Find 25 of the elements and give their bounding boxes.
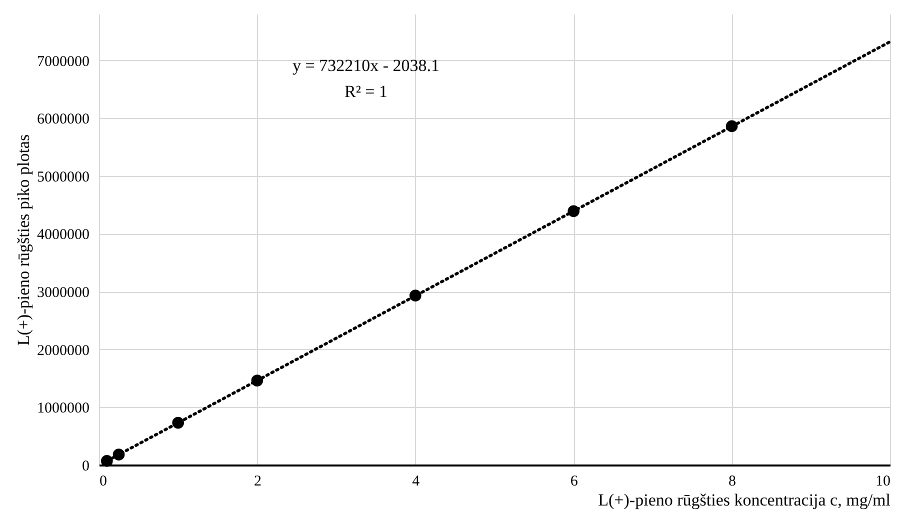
x-tick-label: 0 [100, 474, 107, 490]
x-tick-label: 6 [570, 474, 578, 490]
point [251, 374, 264, 386]
annotation: R² = 1 [344, 82, 388, 101]
point [100, 455, 113, 467]
x-tick-label: 2 [254, 474, 262, 490]
x-tick-label: 8 [728, 474, 736, 490]
point [172, 416, 184, 429]
y-tick-label: 2000000 [37, 342, 90, 359]
point [568, 205, 580, 218]
y-tick-label: 0 [82, 458, 90, 474]
y-tick-label: 1000000 [37, 400, 90, 417]
y-tick-label: 7000000 [37, 54, 90, 70]
point [112, 448, 125, 460]
y-tick-label: 5000000 [37, 169, 90, 186]
x-tick-label: 4 [412, 474, 420, 490]
y-axis-title: L(+)-pieno rūgšties piko plotas [14, 134, 33, 346]
y-tick-label: 4000000 [37, 227, 90, 244]
y-tick-label: 6000000 [37, 112, 90, 128]
y-tick-label: 3000000 [37, 285, 90, 302]
annotation: y = 732210x - 2038.1 [292, 56, 440, 75]
x-tick-label: 10 [876, 474, 890, 490]
point [726, 120, 738, 132]
point [409, 290, 422, 302]
x-axis-title: L(+)-pieno rūgšties koncentracija c, mg/ml [598, 490, 891, 510]
